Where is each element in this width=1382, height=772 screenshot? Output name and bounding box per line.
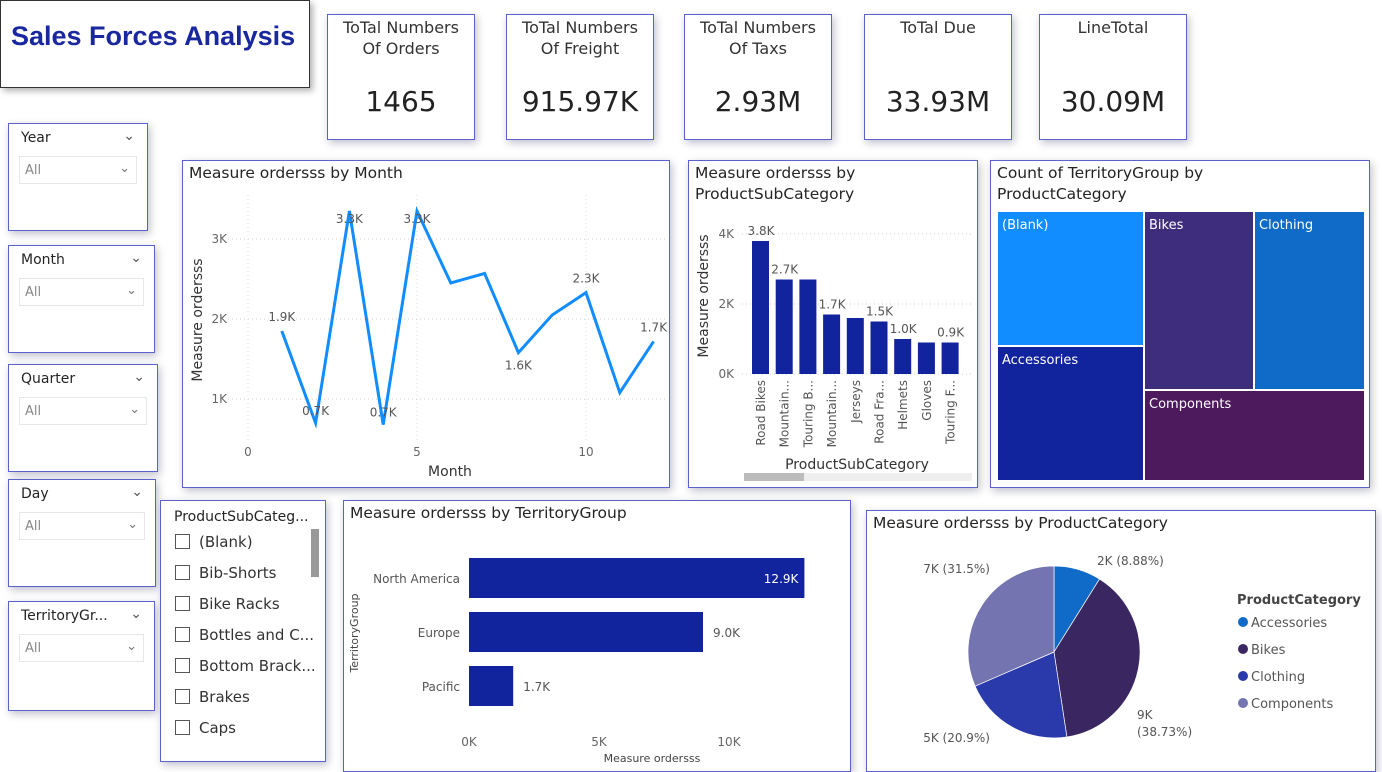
checkbox[interactable] <box>175 565 190 580</box>
chart-title: Measure ordersss by TerritoryGroup <box>350 504 627 522</box>
checkbox[interactable] <box>175 627 190 642</box>
list-item-label: Bottom Brack... <box>199 657 316 675</box>
slicer-year[interactable]: Year ⌄ All ⌄ <box>8 123 148 231</box>
tile-label: Bikes <box>1149 218 1184 233</box>
kpi-value: 30.09M <box>1060 85 1166 118</box>
kpi-card: ToTal Numbers Of Orders 1465 <box>327 14 475 140</box>
slicer-dropdown[interactable]: All ⌄ <box>19 512 145 540</box>
chevron-down-icon[interactable]: ⌄ <box>130 250 142 266</box>
slicer-list-item[interactable]: Bottom Brack... <box>175 657 316 675</box>
slicer-dropdown[interactable]: All ⌄ <box>19 397 147 425</box>
tile-label: Clothing <box>1259 218 1314 233</box>
slicer-quarter[interactable]: Quarter ⌄ All ⌄ <box>8 364 158 472</box>
slicer-label: TerritoryGr... <box>21 608 108 624</box>
slicer-label: Year <box>21 130 51 146</box>
chevron-down-icon: ⌄ <box>126 283 137 298</box>
slicer-label: Quarter <box>21 371 76 387</box>
tile-label: (Blank) <box>1002 218 1049 233</box>
slicer-month[interactable]: Month ⌄ All ⌄ <box>8 245 155 353</box>
bar-chart-subcategory: Measure ordersss by ProductSubCategory <box>688 160 978 488</box>
line-chart-month: Measure ordersss by Month <box>182 160 670 488</box>
treemap-tile[interactable]: Bikes <box>1144 211 1254 390</box>
checkbox[interactable] <box>175 596 190 611</box>
checkbox[interactable] <box>175 689 190 704</box>
checkbox[interactable] <box>175 534 190 549</box>
treemap-tile[interactable]: Components <box>1144 390 1365 481</box>
chevron-down-icon: ⌄ <box>129 402 140 417</box>
kpi-value: 33.93M <box>885 85 991 118</box>
report-title-box: Sales Forces Analysis <box>0 0 310 88</box>
chart-title: Count of TerritoryGroup by ProductCatego… <box>997 164 1204 203</box>
slicer-value: All <box>25 404 42 419</box>
list-item-label: (Blank) <box>199 533 253 551</box>
slicer-value: All <box>25 285 42 300</box>
chart-title: Measure ordersss by Month <box>189 164 403 182</box>
slicer-dropdown[interactable]: All ⌄ <box>19 634 144 662</box>
slicer-scrollbar[interactable] <box>311 529 319 577</box>
chevron-down-icon[interactable]: ⌄ <box>133 369 145 385</box>
list-item-label: Brakes <box>199 688 250 706</box>
kpi-label: ToTal Numbers Of Orders <box>343 18 459 58</box>
chart-title: Measure ordersss by ProductCategory <box>873 514 1168 532</box>
treemap-tile[interactable]: Accessories <box>997 346 1144 481</box>
list-item-label: Bottles and C... <box>199 626 314 644</box>
slicer-label: Month <box>21 252 65 268</box>
list-item-label: Bib-Shorts <box>199 564 277 582</box>
treemap-tile[interactable]: Clothing <box>1254 211 1365 390</box>
treemap-tile[interactable]: (Blank) <box>997 211 1144 346</box>
chevron-down-icon[interactable]: ⌄ <box>131 484 143 500</box>
chevron-down-icon[interactable]: ⌄ <box>123 128 135 144</box>
chart-scrollbar-track <box>804 473 972 481</box>
kpi-card: ToTal Numbers Of Taxs 2.93M <box>684 14 832 140</box>
treemap-territory: Count of TerritoryGroup by ProductCatego… <box>990 160 1370 488</box>
slicer-list-item[interactable]: Caps <box>175 719 236 737</box>
kpi-card: ToTal Numbers Of Freight 915.97K <box>506 14 654 140</box>
slicer-value: All <box>25 641 42 656</box>
slicer-list-item[interactable]: (Blank) <box>175 533 253 551</box>
chevron-down-icon: ⌄ <box>119 161 130 176</box>
slicer-label: Day <box>21 486 49 502</box>
slicer-list-item[interactable]: Bib-Shorts <box>175 564 276 582</box>
slicer-dropdown[interactable]: All ⌄ <box>19 278 144 306</box>
chart-title: Measure ordersss by ProductSubCategory <box>695 164 856 203</box>
chevron-down-icon: ⌄ <box>126 639 137 654</box>
kpi-label: ToTal Due <box>900 18 976 37</box>
pie-chart-category: Measure ordersss by ProductCategory <box>866 510 1376 772</box>
kpi-label: ToTal Numbers Of Taxs <box>700 18 816 58</box>
kpi-card: ToTal Due 33.93M <box>864 14 1012 140</box>
slicer-dropdown[interactable]: All ⌄ <box>19 156 137 184</box>
slicer-list-item[interactable]: Bottles and C... <box>175 626 314 644</box>
slicer-list-item[interactable]: Bike Racks <box>175 595 280 613</box>
bar-chart-territory: Measure ordersss by TerritoryGroup <box>343 500 851 772</box>
kpi-value: 1465 <box>365 85 437 118</box>
kpi-value: 915.97K <box>521 85 639 118</box>
tile-label: Accessories <box>1002 353 1079 368</box>
kpi-value: 2.93M <box>714 85 802 118</box>
slicer-day[interactable]: Day ⌄ All ⌄ <box>8 479 156 587</box>
slicer-value: All <box>25 163 42 178</box>
list-item-label: Caps <box>199 719 237 737</box>
kpi-label: ToTal Numbers Of Freight <box>522 18 638 58</box>
slicer-list-item[interactable]: Brakes <box>175 688 250 706</box>
subcategory-slicer[interactable]: ProductSubCateg... (Blank) Bib-Shorts Bike… <box>160 500 326 762</box>
kpi-card: LineTotal 30.09M <box>1039 14 1187 140</box>
chevron-down-icon: ⌄ <box>127 517 138 532</box>
slicer-territorygr[interactable]: TerritoryGr... ⌄ All ⌄ <box>8 601 155 711</box>
list-item-label: Bike Racks <box>199 595 280 613</box>
chevron-down-icon[interactable]: ⌄ <box>130 606 142 622</box>
checkbox[interactable] <box>175 720 190 735</box>
chart-scrollbar[interactable] <box>744 473 804 481</box>
kpi-label: LineTotal <box>1077 18 1149 37</box>
subcategory-slicer-label: ProductSubCateg... <box>174 509 309 525</box>
tile-label: Components <box>1149 397 1232 412</box>
slicer-value: All <box>25 519 42 534</box>
checkbox[interactable] <box>175 658 190 673</box>
report-title: Sales Forces Analysis <box>11 21 296 51</box>
